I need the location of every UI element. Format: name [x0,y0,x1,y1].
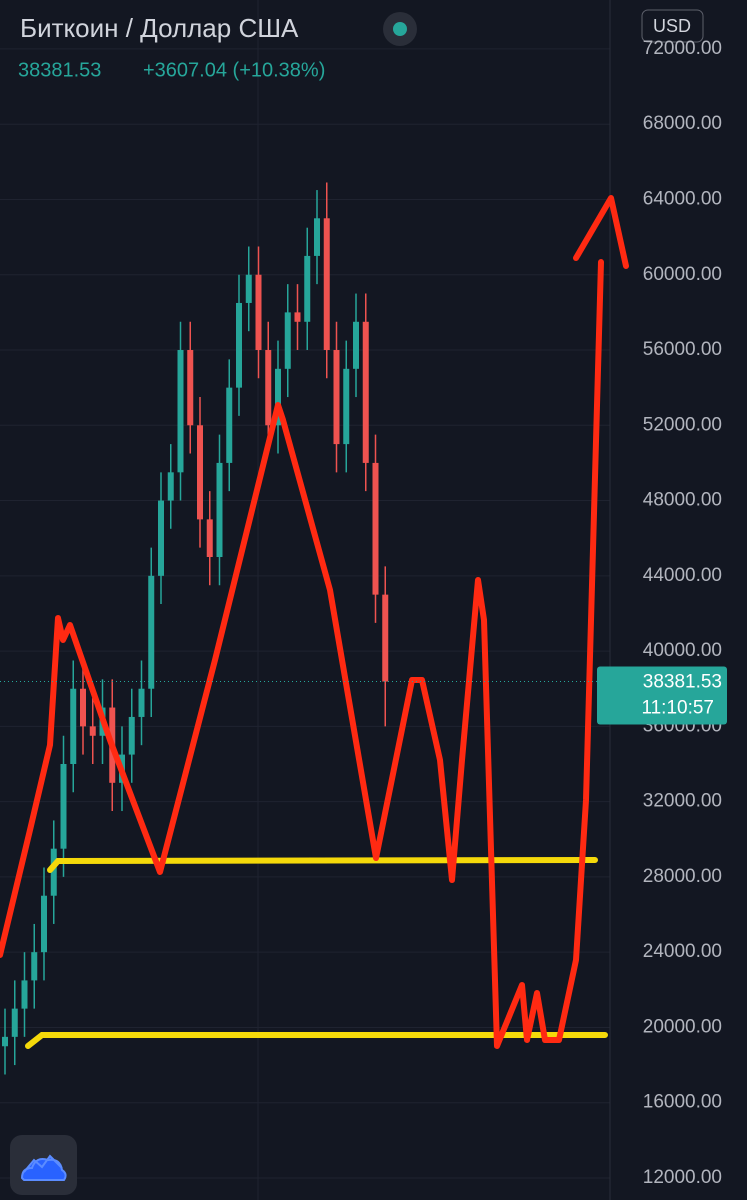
candle-body [89,726,96,736]
candle-body [362,321,369,463]
y-tick-label: 52000.00 [643,414,722,435]
y-tick-label: 56000.00 [643,339,722,360]
candle-body [2,1036,8,1047]
candle-body [236,302,242,388]
candle-body [70,688,77,764]
y-tick-label: 16000.00 [643,1092,722,1113]
y-tick-label: 24000.00 [643,941,722,962]
price-change: +3607.04 (+10.38%) [143,59,325,81]
candle-body [80,688,86,727]
status-dot [393,22,407,36]
candle-body [206,519,213,558]
candle-body [353,321,359,369]
candle-body [294,312,301,322]
candle-body [216,462,223,558]
candle-body [372,462,379,595]
last-price-box [597,666,727,725]
y-tick-label: 20000.00 [643,1016,722,1037]
candle-body [284,312,291,369]
candle-body [60,763,67,849]
candle-body [255,274,262,351]
app-icon-glyph[interactable] [20,1154,67,1181]
last-price-label: 38381.53 [643,672,722,693]
candle-body [21,980,28,1009]
candle-body [138,688,145,717]
last-price: 38381.53 [18,59,101,81]
candle-body [11,1008,18,1037]
candle-body [187,350,194,426]
candle-body [304,255,311,322]
candle-body [197,425,203,520]
candle-body [343,368,350,445]
y-tick-label: 72000.00 [643,38,722,59]
y-tick-label: 60000.00 [643,264,722,285]
candle-body [382,594,389,682]
candle-body [41,895,47,953]
candle-body [158,500,164,576]
currency-button[interactable] [641,9,704,43]
candle-body [128,716,135,755]
countdown-label: 11:10:57 [641,698,714,719]
y-tick-label: 40000.00 [643,640,722,661]
chart-title: Биткоин / Доллар США [20,13,299,43]
price-tag: 38381.53 11:10:57 [0,666,727,725]
candle-body [333,350,340,445]
y-tick-label: 48000.00 [643,490,722,511]
candle-body [50,848,57,896]
candle-body [167,472,174,501]
candles [2,182,389,1075]
price-axis: 12000.00 16000.00 20000.00 24000.00 28000.00… [643,38,722,1188]
candle-body [245,274,252,303]
currency-label[interactable]: USD [653,16,691,36]
drawn-forecast-line [0,195,629,1049]
y-tick-label: 12000.00 [643,1167,722,1188]
candle-body [314,218,320,256]
candle-body [265,350,272,426]
y-tick-label: 64000.00 [643,188,722,209]
candle-body [177,350,184,473]
candle-body [323,218,330,351]
y-tick-label: 32000.00 [643,791,722,812]
y-tick-label: 68000.00 [643,113,722,134]
drawn-support-line [47,857,598,873]
candle-body [226,387,233,463]
candle-body [148,575,155,689]
candle-body [275,368,281,426]
y-tick-label: 28000.00 [643,866,722,887]
candle-body [31,952,38,981]
y-tick-label: 44000.00 [643,565,722,586]
drawn-support-line [25,1032,608,1049]
